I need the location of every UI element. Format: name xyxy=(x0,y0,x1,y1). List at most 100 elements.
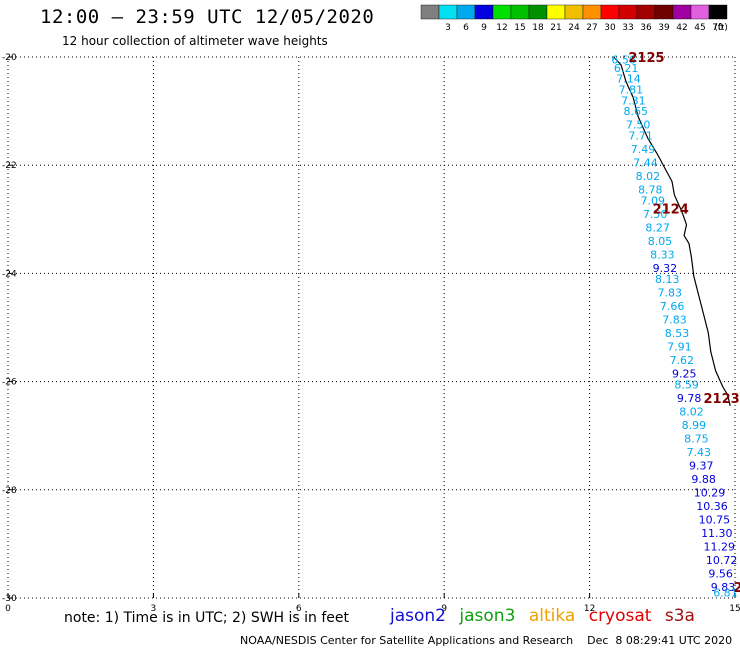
color-scale-swatch xyxy=(474,4,494,20)
color-scale-swatch xyxy=(564,4,584,20)
color-scale-tick-label: 33 xyxy=(622,23,633,33)
color-scale-tick-label: 70 xyxy=(712,23,724,33)
wave-height-point: 8.99 xyxy=(682,419,707,432)
color-scale-swatch xyxy=(582,4,602,20)
y-tick-label: -24 xyxy=(2,269,17,279)
color-scale-tick-label: 36 xyxy=(640,23,652,33)
wave-height-point: 11.29 xyxy=(703,541,735,554)
y-tick-label: -28 xyxy=(2,486,17,496)
wave-height-point: 8.65 xyxy=(624,105,649,118)
color-scale-swatch xyxy=(618,4,638,20)
satellite-legend: jason2 jason3 altika cryosat s3a xyxy=(390,606,703,626)
color-scale-tick-label: 42 xyxy=(676,23,687,33)
wave-height-point: 7.09 xyxy=(640,194,665,207)
color-scale-swatch xyxy=(708,4,728,20)
y-tick-label: -22 xyxy=(2,161,17,171)
y-tick-label: -26 xyxy=(2,378,17,388)
color-scale-swatch xyxy=(420,4,440,20)
wave-height-point: 7.14 xyxy=(616,73,641,86)
wave-height-point: 10.75 xyxy=(699,514,731,527)
color-scale-tick-label: 45 xyxy=(694,23,705,33)
track-annotations: 2125 2124 2123 2 xyxy=(628,51,740,596)
color-scale-swatch xyxy=(600,4,620,20)
wave-height-point: 8.75 xyxy=(684,432,709,445)
wave-height-point: 8.02 xyxy=(636,170,661,183)
color-scale-swatch xyxy=(654,4,674,20)
wave-height-point: 9.56 xyxy=(708,568,733,581)
satellite-legend-altika: altika xyxy=(528,606,576,626)
wave-height-point: 6.81 xyxy=(713,587,738,600)
wave-height-point: 6.21 xyxy=(614,62,639,75)
color-scale-tick-label: 12 xyxy=(496,23,507,33)
x-tick-label: 6 xyxy=(296,604,302,614)
footer-note: note: 1) Time is in UTC; 2) SWH is in fe… xyxy=(64,610,350,626)
wave-height-point: 10.72 xyxy=(706,554,738,567)
wave-height-point: 7.44 xyxy=(633,156,658,169)
color-scale-swatch xyxy=(528,4,548,20)
color-scale-swatch xyxy=(456,4,476,20)
wave-height-point: 7.81 xyxy=(619,83,644,96)
wave-height-point: 7.83 xyxy=(657,286,682,299)
track-annotation: 2123 xyxy=(703,392,739,407)
wave-height-point: 10.36 xyxy=(696,500,728,513)
color-scale-swatch xyxy=(636,4,656,20)
wave-height-point: 8.53 xyxy=(665,327,690,340)
color-scale-swatch xyxy=(438,4,458,20)
color-scale-tick-label: 24 xyxy=(568,23,580,33)
coastline-path xyxy=(613,56,731,407)
wave-height-point: 9.37 xyxy=(689,459,714,472)
wave-height-point: 7.91 xyxy=(667,340,692,353)
color-scale-tick-label: 18 xyxy=(532,23,544,33)
x-tick-label: 0 xyxy=(5,604,11,614)
color-scale-swatch xyxy=(672,4,692,20)
wave-height-point: 7.83 xyxy=(662,313,687,326)
grid-lines xyxy=(8,57,735,598)
wave-height-point: 7.71 xyxy=(628,129,653,142)
wave-height-point: 8.13 xyxy=(655,273,680,286)
wave-height-point: 8.33 xyxy=(650,248,675,261)
chart-subtitle: 12 hour collection of altimeter wave hei… xyxy=(62,34,328,48)
wave-height-point: 9.88 xyxy=(691,473,716,486)
wave-height-point: 7.62 xyxy=(670,354,695,367)
wave-height-point: 7.31 xyxy=(621,94,646,107)
color-scale-tick-label: 3 xyxy=(445,23,451,33)
wave-height-point: 9.83 xyxy=(711,581,736,594)
plot-frame xyxy=(7,56,736,599)
satellite-legend-jason3: jason3 xyxy=(459,606,516,626)
wave-height-point: 10.29 xyxy=(694,487,726,500)
y-tick-label: -30 xyxy=(2,594,17,604)
y-tick-label: -20 xyxy=(2,53,17,63)
wave-height-point: 9.25 xyxy=(672,367,697,380)
satellite-legend-s3a: s3a xyxy=(664,606,695,626)
wave-height-point: 9.78 xyxy=(677,392,702,405)
wave-height-point: 7.49 xyxy=(631,143,656,156)
color-scale-unit: (ft) xyxy=(714,23,728,33)
wave-height-labels: 6.566.217.147.817.318.657.507.717.497.44… xyxy=(611,54,737,600)
color-scale-tick-label: 39 xyxy=(658,23,670,33)
wave-height-point: 9.32 xyxy=(653,262,678,275)
track-annotation: 2124 xyxy=(653,202,689,217)
coastline xyxy=(613,56,731,407)
wave-height-point: 8.27 xyxy=(645,221,670,234)
x-tick-label: 9 xyxy=(441,604,447,614)
wave-height-point: 8.05 xyxy=(648,235,673,248)
color-scale-tick-label: 15 xyxy=(514,23,525,33)
color-scale-legend: 3 6 9 12 15 18 21 24 27 30 33 36 39 42 45 70(ft) xyxy=(420,4,728,33)
x-tick-label: 3 xyxy=(151,604,157,614)
wave-height-point: 8.78 xyxy=(638,184,663,197)
wave-height-point: 8.59 xyxy=(674,378,699,391)
satellite-legend-jason2: jason2 xyxy=(390,606,446,626)
color-scale-tick-label: 6 xyxy=(463,23,469,33)
track-annotation: 2 xyxy=(734,581,740,596)
color-scale-tick-label: 30 xyxy=(604,23,616,33)
track-annotation: 2125 xyxy=(628,51,664,66)
color-scale-swatch xyxy=(510,4,530,20)
wave-height-point: 8.02 xyxy=(679,405,704,418)
color-scale-swatch xyxy=(492,4,512,20)
color-scale-tick-label: 21 xyxy=(550,23,561,33)
axis-ticks: 0 3 6 9 12 15 -20 -22 -24 -26 -28 -30 xyxy=(2,53,740,614)
color-scale-tick-label: 9 xyxy=(481,23,487,33)
wave-height-point: 7.50 xyxy=(626,119,651,132)
chart-title: 12:00 — 23:59 UTC 12/05/2020 xyxy=(40,6,375,28)
wave-height-point: 6.56 xyxy=(611,54,636,67)
